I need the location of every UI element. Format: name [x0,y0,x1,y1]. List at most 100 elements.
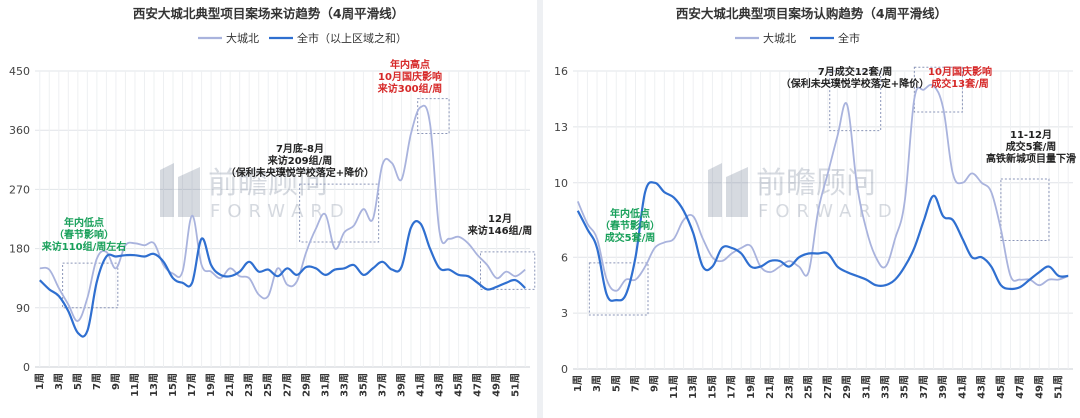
x-tick-label: 39周 [396,373,408,397]
x-tick-label: 45周 [995,375,1007,399]
y-tick-label: 3 [561,307,568,320]
chart-title: 西安大城北典型项目案场认购趋势（4周平滑线） [676,6,947,21]
visits-chart-panel: 西安大城北典型项目案场来访趋势（4周平滑线） 大城北 全市（以上区域之和） 0 90 18… [0,0,537,418]
watermark-cn: 前瞻顾问 [208,166,328,201]
series-line-2 [39,220,526,338]
y-tick-label: 90 [16,302,30,315]
x-tick-label: 37周 [918,375,930,399]
annotation-text: 7月底-8月 [276,142,324,155]
x-tick-label: 23周 [243,373,255,397]
y-tick-label: 13 [554,121,568,134]
x-tick-label: 15周 [167,373,179,397]
annotation-text: 年内低点 [64,216,104,229]
annotation-text: 成交13套/周 [931,77,989,90]
x-tick-label: 41周 [415,373,427,397]
x-tick-label: 35周 [357,373,369,397]
x-tick-label: 21周 [764,375,776,399]
annotation-text: 12月 [488,213,512,225]
annotation-text: （春节影响） [54,228,114,241]
annotation-text: 成交5套/周 [605,231,656,244]
y-tick-label: 360 [9,124,30,137]
x-tick-label: 1周 [572,375,584,392]
y-tick-label: 450 [9,65,30,78]
annotation-box [62,262,119,309]
legend-label: 全市 [838,31,860,45]
y-tick-label: 0 [561,363,568,376]
x-tick-label: 19周 [745,375,757,399]
annotation-text: （春节影响） [600,219,660,232]
y-tick-label: 0 [23,361,30,374]
x-tick-label: 25周 [262,373,274,397]
x-tick-label: 51周 [510,373,522,397]
series-line-2 [576,181,1069,302]
annotation-text: 10月国庆影响 [378,70,442,83]
x-tick-label: 45周 [453,373,465,397]
x-tick-label: 15周 [706,375,718,399]
x-tick-label: 43周 [976,375,988,399]
x-tick-label: 33周 [880,375,892,399]
annotation-box [588,262,649,316]
x-tick-label: 13周 [687,375,699,399]
x-tick-label: 19周 [205,373,217,397]
x-tick-label: 23周 [783,375,795,399]
x-tick-label: 11周 [129,373,141,397]
x-tick-label: 7周 [91,373,103,390]
annotation-text: 成交5套/周 [1006,140,1057,153]
x-tick-label: 31周 [860,375,872,399]
annotation-box [1000,178,1050,241]
x-tick-label: 49周 [1033,375,1045,399]
x-tick-label: 5周 [72,373,84,390]
annotation-text: 10月国庆影响 [928,65,992,78]
watermark-logo-icon [160,163,174,217]
x-tick-label: 29周 [841,375,853,399]
y-tick-label: 10 [554,177,568,190]
y-tick-label: 180 [9,243,30,256]
watermark-logo-icon [726,167,748,217]
subscriptions-chart-panel: 西安大城北典型项目案场认购趋势（4周平滑线） 大城北 全市 0 3 6 10 13 16 1周 3周… [543,0,1080,418]
x-tick-label: 29周 [300,373,312,397]
annotation-text: 11-12月 [1010,129,1052,141]
x-tick-label: 35周 [899,375,911,399]
x-tick-label: 21周 [224,373,236,397]
x-tick-label: 3周 [591,375,603,392]
x-tick-label: 25周 [803,375,815,399]
x-tick-label: 51周 [1053,375,1065,399]
x-tick-label: 47周 [472,373,484,397]
y-tick-label: 6 [561,251,568,264]
subscriptions-chart: 西安大城北典型项目案场认购趋势（4周平滑线） 大城北 全市 0 3 6 10 13 16 1周 3周… [554,6,1076,399]
annotation-text: 7月成交12套/周 [818,65,893,78]
watermark-logo-icon [178,167,200,217]
x-tick-label: 7周 [630,375,642,392]
x-tick-label: 27周 [281,373,293,397]
annotation-text: （保利未央璞悦学校落定+降价） [781,77,929,90]
x-tick-label: 39周 [937,375,949,399]
x-tick-label: 37周 [377,373,389,397]
annotation-text: 年内低点 [610,207,650,220]
annotation-box [829,70,882,132]
x-tick-label: 27周 [822,375,834,399]
x-tick-label: 9周 [110,373,122,390]
legend-label: 全市（以上区域之和） [297,31,407,45]
visits-chart: 西安大城北典型项目案场来访趋势（4周平滑线） 大城北 全市（以上区域之和） 0 90 18… [9,6,536,397]
annotation-text: 高铁新城项目量下滑 [986,152,1076,165]
annotation-text: 来访110组/周左右 [41,240,127,253]
annotation-text: 来访146组/周 [467,224,533,237]
y-tick-label: 16 [554,65,568,78]
x-tick-label: 43周 [434,373,446,397]
legend-label: 大城北 [763,31,796,45]
y-tick-label: 270 [9,183,30,196]
annotation-box [417,98,450,134]
annotation-text: 年内高点 [390,58,430,71]
annotation-text: （保利未央璞悦学校落定+降价） [226,166,374,179]
series-line-1 [576,83,1069,292]
x-tick-label: 47周 [1014,375,1026,399]
x-tick-label: 17周 [186,373,198,397]
annotation-text: 来访300组/周 [377,82,443,95]
watermark-en: FORWARD [758,201,899,222]
chart-title: 西安大城北典型项目案场来访趋势（4周平滑线） [133,6,404,21]
x-tick-label: 9周 [649,375,661,392]
x-tick-label: 13周 [148,373,160,397]
x-tick-label: 49周 [491,373,503,397]
